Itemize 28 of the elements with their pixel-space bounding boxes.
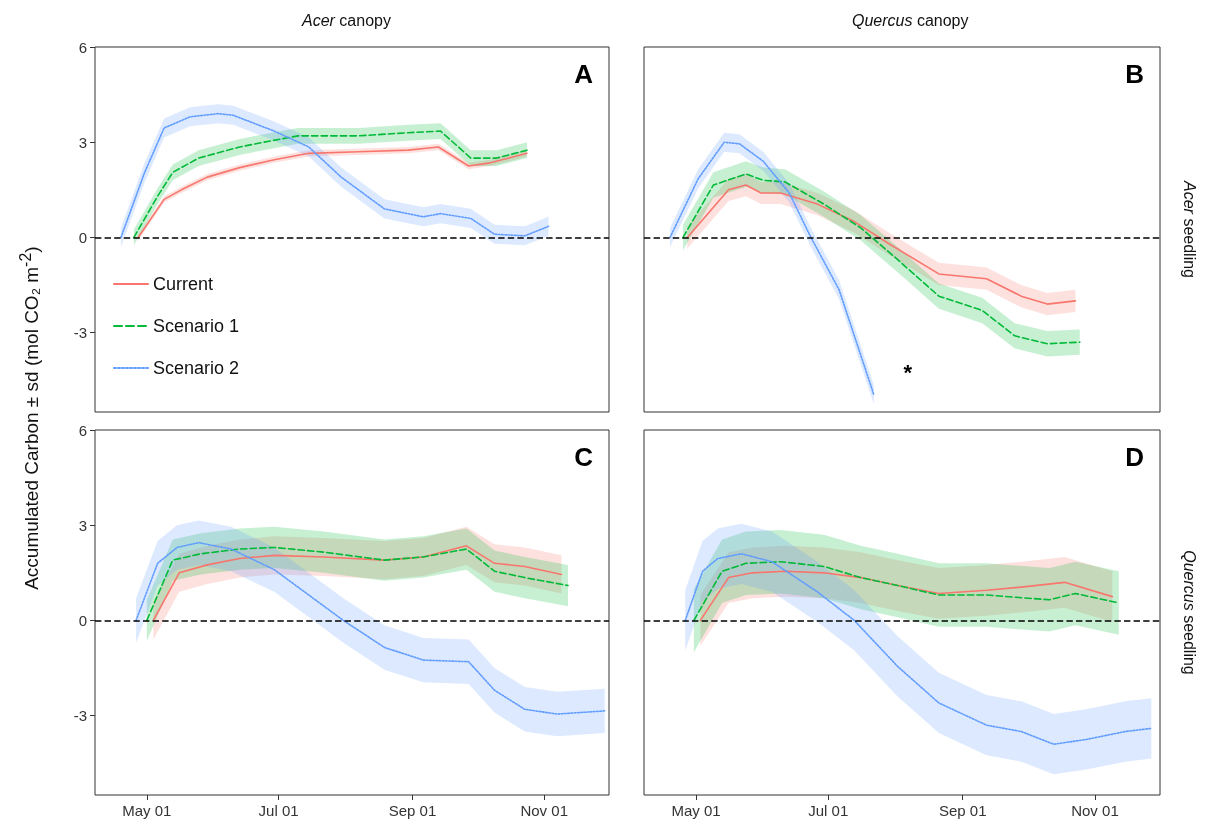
chart-title: Acer canopy (301, 11, 391, 29)
x-tick-label: May 01 (122, 802, 172, 819)
x-tick-label: Jul 01 (258, 802, 299, 819)
legend-label: Scenario 1 (153, 316, 240, 336)
chart-title: Quercus canopy (852, 11, 969, 29)
annotation: D (1125, 442, 1144, 472)
y-tick-label: 0 (78, 228, 87, 246)
y-tick-label: 6 (78, 421, 87, 439)
y-tick-label: -3 (73, 707, 87, 725)
y-tick-label: -3 (73, 324, 87, 342)
legend-label: Current (153, 274, 214, 294)
annotation: C (574, 442, 594, 472)
legend-label: Scenario 2 (153, 358, 240, 378)
y-tick-label: 3 (78, 133, 87, 151)
y-tick-label: 6 (78, 38, 87, 56)
x-tick-label: Sep 01 (388, 802, 437, 819)
annotation: B (1125, 59, 1144, 89)
y-tick-label: 3 (78, 516, 87, 534)
x-tick-label: Jul 01 (808, 802, 849, 819)
x-tick-label: Nov 01 (1071, 802, 1119, 819)
y2-axis-title: Quercus seedling (1180, 550, 1198, 675)
annotation: * (903, 360, 913, 386)
x-tick-label: May 01 (671, 802, 721, 819)
annotation: A (574, 59, 594, 89)
x-tick-label: Nov 01 (520, 802, 568, 819)
y2-axis-title: Acer seedling (1180, 180, 1198, 278)
x-tick-label: Sep 01 (938, 802, 987, 819)
y-tick-label: 0 (78, 611, 87, 629)
